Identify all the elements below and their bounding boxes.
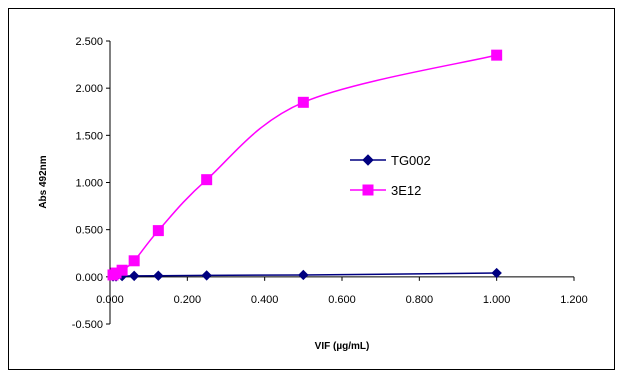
data-point-3e12 xyxy=(152,225,164,237)
x-tick-label: 0.600 xyxy=(328,294,356,306)
legend-label-tg002: TG002 xyxy=(391,153,431,168)
x-tick-label: 0.400 xyxy=(251,294,279,306)
series-layer xyxy=(107,49,503,282)
x-tick-label: 0.000 xyxy=(96,294,124,306)
x-axis-ticks: 0.000 0.200 0.400 0.600 0.800 1.000 1.200 xyxy=(96,276,588,306)
chart-frame xyxy=(8,8,615,370)
data-point-3e12 xyxy=(201,174,213,186)
legend: TG002 3E12 xyxy=(350,153,431,198)
data-point-tg002 xyxy=(201,270,212,281)
x-tick-label: 0.800 xyxy=(406,294,434,306)
y-tick-label: 0.000 xyxy=(75,272,103,284)
series-line-3e12 xyxy=(112,54,497,276)
data-point-tg002 xyxy=(298,269,309,281)
y-tick-label: -0.500 xyxy=(72,319,103,331)
y-tick-label: 0.500 xyxy=(75,225,103,237)
legend-marker-3e12 xyxy=(362,184,374,196)
x-axis-title: VIF (µg/mL) xyxy=(315,341,370,352)
data-point-3e12 xyxy=(297,96,309,108)
data-point-3e12 xyxy=(128,255,140,267)
x-tick-label: 0.200 xyxy=(174,294,202,306)
y-axis-ticks: -0.500 0.000 0.500 1.000 1.500 2.000 2.500 xyxy=(72,36,110,331)
data-point-3e12 xyxy=(116,264,128,276)
y-tick-label: 1.000 xyxy=(75,178,103,190)
data-point-tg002 xyxy=(153,270,164,281)
legend-marker-tg002 xyxy=(362,154,374,166)
axes xyxy=(109,41,574,324)
data-point-3e12 xyxy=(491,49,503,61)
x-tick-label: 1.200 xyxy=(560,294,588,306)
series-tg002 xyxy=(107,267,502,282)
y-axis-title: Abs 492nm xyxy=(38,155,49,208)
legend-item-tg002: TG002 xyxy=(350,153,431,168)
y-tick-label: 1.500 xyxy=(75,130,103,142)
y-tick-label: 2.500 xyxy=(75,36,103,48)
series-3e12 xyxy=(107,49,503,281)
legend-item-3e12: 3E12 xyxy=(350,183,421,198)
data-point-tg002 xyxy=(491,267,502,279)
x-tick-label: 1.000 xyxy=(483,294,511,306)
y-tick-label: 2.000 xyxy=(75,83,103,95)
legend-label-3e12: 3E12 xyxy=(391,183,421,198)
data-point-tg002 xyxy=(128,270,140,282)
